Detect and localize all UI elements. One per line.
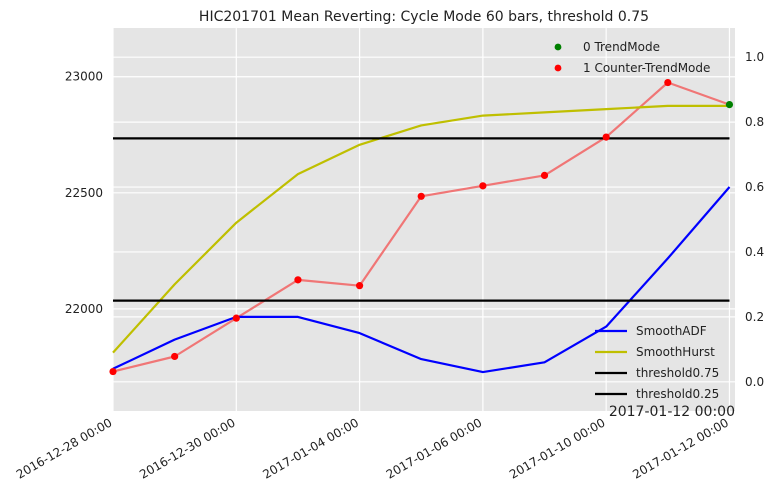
counter-trend-point [664,78,672,87]
x-tick-label: 2017-01-06 00:00 [384,415,485,481]
y-right-tick-label: 0.6 [745,180,764,194]
y-right-tick-label: 0.4 [745,245,764,259]
counter-trend-point [232,314,240,322]
counter-trend-point [417,192,425,200]
legend-bottom: SmoothADF SmoothHurst threshold0.75 thresho… [595,324,719,401]
series-line-smoothhurst [112,104,730,354]
trend-mode-point [725,101,734,109]
legend-label: 0 TrendMode [583,40,660,54]
counter-trend-point [171,352,179,361]
series-lines [112,81,731,374]
y-left-tick-label: 22000 [65,302,103,316]
legend-top: 0 TrendMode 1 Counter-TrendMode [554,40,710,75]
series-line-smoothadf [112,186,731,374]
legend-label: threshold0.25 [636,387,719,401]
legend-label: SmoothHurst [636,345,715,359]
y-right-tick-label: 0.0 [745,375,764,389]
chart-title: HIC201701 Mean Reverting: Cycle Mode 60 … [199,9,649,25]
legend-marker [554,64,562,72]
x-tick-label: 2016-12-30 00:00 [137,415,238,481]
legend-marker [554,43,562,51]
y-right-tick-label: 0.8 [745,115,764,129]
legend-label: threshold0.75 [636,366,719,380]
counter-trend-point [540,171,549,179]
x-tick-label: 2017-01-12 00:00 [630,415,731,481]
time-annotation: 2017-01-12 00:00 [609,404,735,420]
grid [112,28,735,411]
mode-points [109,78,734,376]
y-left-tick-label: 22500 [65,186,103,200]
counter-trend-point [109,367,117,376]
counter-trend-point [479,182,487,190]
plot-background [113,28,735,411]
counter-trend-point [602,133,610,141]
x-tick-label: 2017-01-04 00:00 [260,415,361,481]
legend-label: 1 Counter-TrendMode [583,61,710,75]
y-right-tick-label: 0.2 [745,310,764,324]
legend-label: SmoothADF [636,324,707,338]
counter-trend-point [355,282,364,290]
y-right-tick-label: 1.0 [745,50,764,64]
x-tick-label: 2017-01-10 00:00 [507,415,608,481]
y-left-tick-label: 23000 [65,70,103,84]
x-tick-label: 2016-12-28 00:00 [14,415,115,481]
counter-trend-point [294,276,302,284]
